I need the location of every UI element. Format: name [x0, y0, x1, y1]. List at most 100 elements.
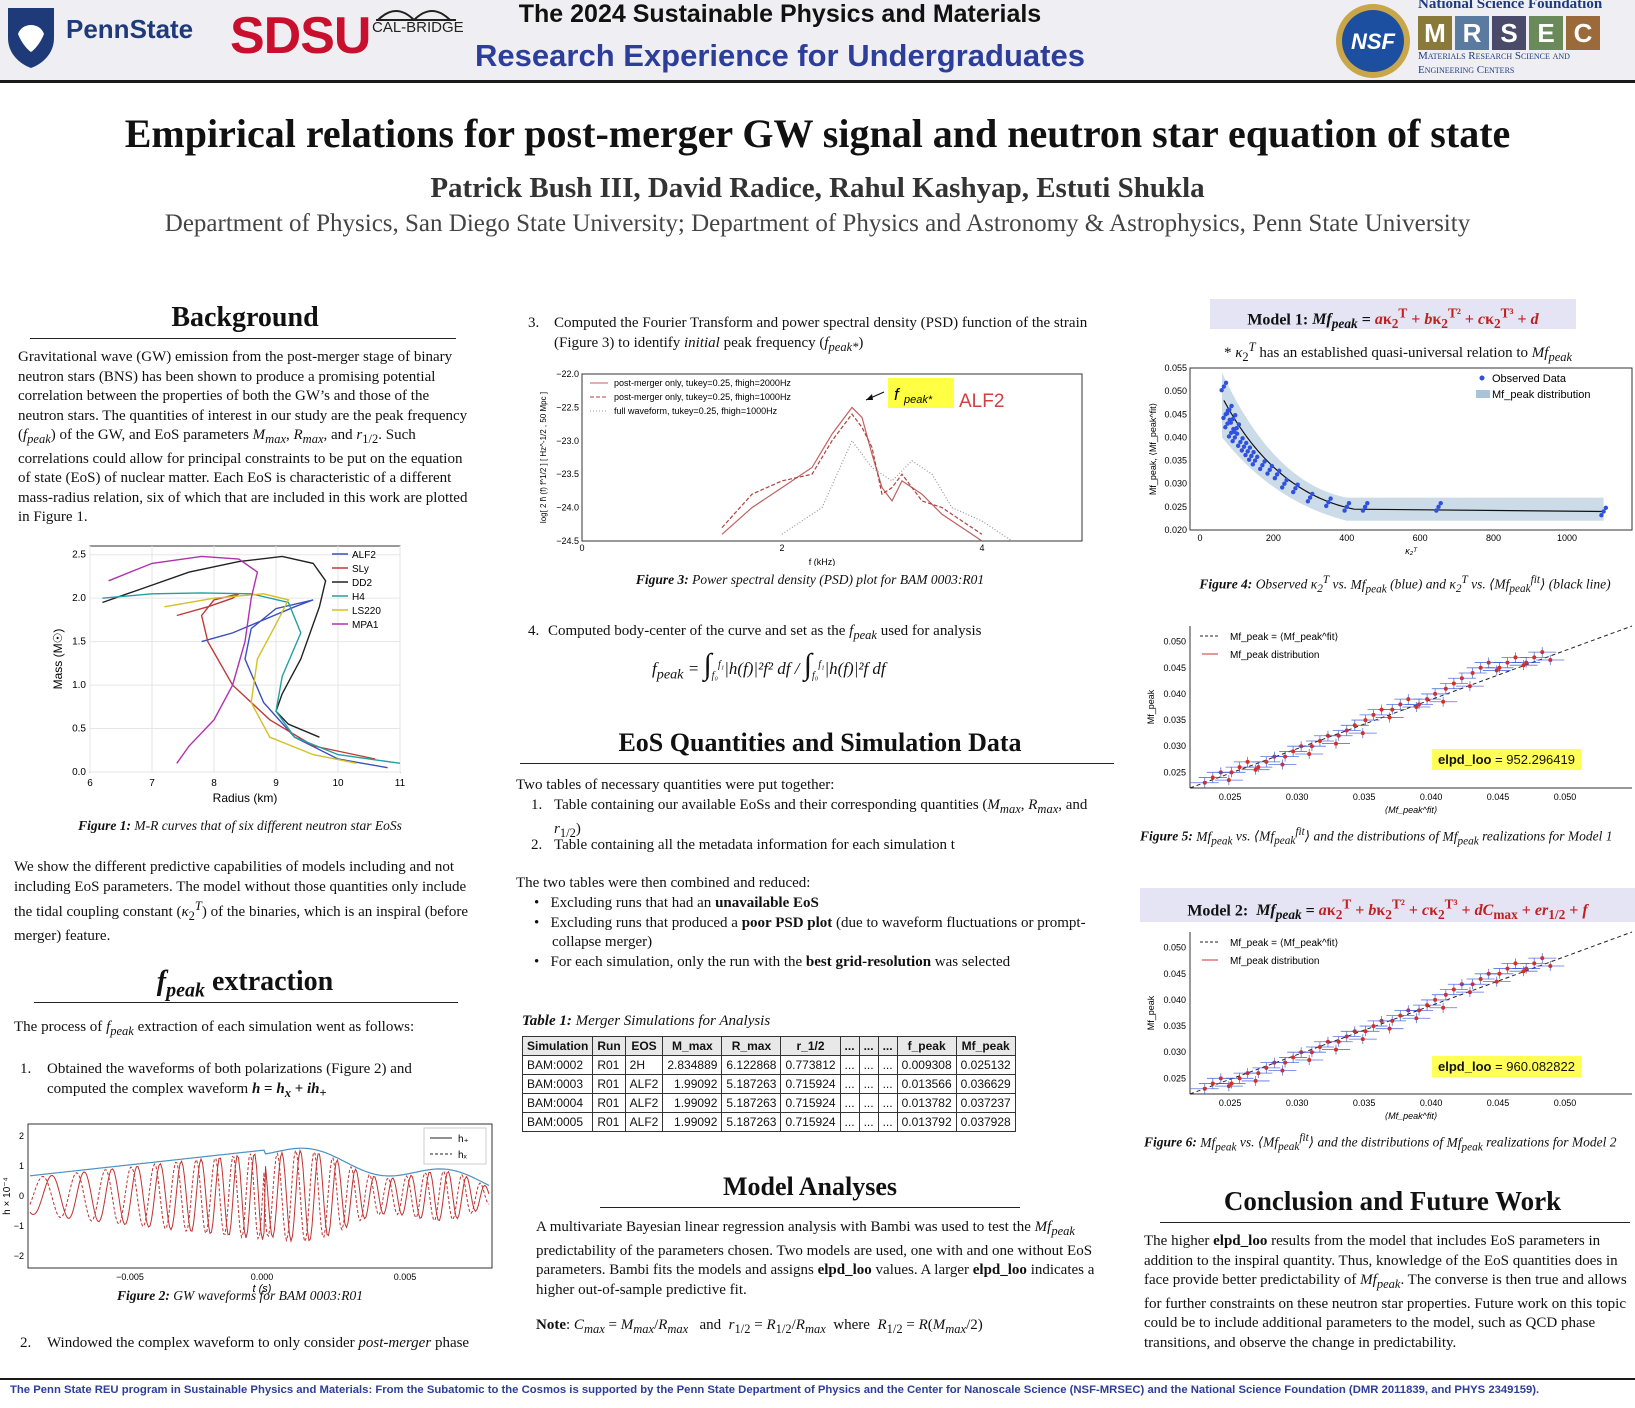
- x-axis-label: ⟨Mf_peak^fit⟩: [1385, 805, 1438, 815]
- data-point: [1284, 477, 1289, 483]
- y-tick-label: 1.0: [72, 680, 86, 691]
- data-point: [1309, 1050, 1314, 1055]
- x-tick-label: 400: [1339, 533, 1354, 543]
- data-point: [1336, 733, 1341, 738]
- legend-label: LS220: [352, 606, 381, 617]
- table-cell: R01: [592, 1112, 626, 1132]
- model-analyses-heading: Model Analyses: [722, 1172, 898, 1201]
- data-point: [1390, 1018, 1395, 1023]
- model2-elpd-badge: elpd_loo = 960.082822: [1432, 1056, 1581, 1077]
- data-point: [1433, 997, 1438, 1002]
- y-tick-label: −23.0: [556, 436, 579, 446]
- data-point: [1363, 1029, 1368, 1034]
- data-point: [1202, 780, 1207, 785]
- data-point: [1264, 759, 1269, 764]
- y-axis-label: h × 10⁻⁴: [2, 1177, 13, 1215]
- table-cell: ALF2: [624, 1093, 664, 1113]
- x-tick-label: 7: [149, 778, 155, 789]
- table-cell: ...: [858, 1112, 879, 1132]
- model1-equation-box: Model 1: Mfpeak = aκ2T + bκ2T² + cκ2T³ +…: [1210, 299, 1576, 332]
- x-tick-label: 0.035: [1353, 1098, 1376, 1108]
- mr-curve-mpa1: [108, 555, 259, 764]
- y-tick-label: 0.040: [1163, 995, 1186, 1005]
- peak-arrowhead: [866, 394, 873, 400]
- data-point: [1232, 435, 1238, 440]
- data-point: [1221, 415, 1226, 421]
- x-tick-label: 4: [979, 543, 984, 553]
- eos-heading: EoS Quantities and Simulation Data: [618, 728, 1022, 757]
- data-point: [1202, 1086, 1207, 1091]
- data-point: [1371, 712, 1376, 717]
- legend-label: full waveform, tukey=0.25, fhigh=1000Hz: [614, 406, 778, 416]
- data-point: [1250, 462, 1256, 467]
- data-point: [1228, 430, 1234, 435]
- mr-curve-ls220: [164, 593, 357, 764]
- figure3-psd-plot: −22.0 −22.5 −23.0 −23.5 −24.0 −24.50 2 4 f (kHz)…: [539, 369, 1083, 566]
- waveform-h-plus: [29, 1148, 490, 1243]
- figure3-caption: Figure 3: Power spectral density (PSD) p…: [635, 572, 985, 587]
- data-point: [1540, 650, 1545, 655]
- table-cell: 1.99092: [662, 1093, 723, 1113]
- data-point: [1218, 1076, 1223, 1081]
- y-axis-label: Mf_peak: [1146, 689, 1156, 724]
- step2-text: Windowed the complex waveform to only co…: [47, 1335, 470, 1351]
- table-row: BAM:0005 R01 ALF2 1.99092 5.187263 0.715924..…: [521, 1112, 1016, 1132]
- data-point: [1470, 671, 1475, 676]
- data-point: [1280, 1068, 1285, 1073]
- table-header-cell: EOS: [624, 1036, 664, 1056]
- data-point: [1228, 420, 1234, 425]
- data-point: [1229, 403, 1234, 409]
- table-cell: 0.773812: [780, 1055, 841, 1075]
- data-point: [1262, 459, 1267, 464]
- table-header-cell: ...: [839, 1036, 860, 1056]
- data-point: [1365, 500, 1370, 506]
- table-cell: ...: [858, 1055, 879, 1075]
- step4-text: Computed body-center of the curve and se…: [548, 623, 982, 642]
- figure6-caption: Figure 6: Mfpeak vs. ⟨Mfpeakfit⟩ and the…: [1144, 1132, 1617, 1154]
- data-point: [1241, 444, 1247, 449]
- y-tick-label: 0.045: [1163, 663, 1186, 673]
- table-header-cell: R_max: [721, 1036, 782, 1056]
- table-cell: 6.122868: [721, 1055, 782, 1075]
- data-point: [1236, 422, 1242, 427]
- table-cell: R01: [592, 1093, 626, 1113]
- legend-label: hₓ: [458, 1150, 468, 1161]
- x-tick-label: 2: [779, 543, 784, 553]
- x-tick-label: 1000: [1557, 533, 1577, 543]
- table-cell: ...: [877, 1074, 898, 1094]
- data-point: [1346, 500, 1352, 506]
- data-point: [1256, 765, 1261, 770]
- x-tick-label: 0.005: [394, 1272, 417, 1282]
- eos-item1: Table containing our available EoSs and …: [554, 797, 1088, 840]
- figure6-model2-scatter: 0.025 0.030 0.035 0.040 0.045 0.050 0.025 0.030…: [1146, 931, 1633, 1121]
- data-point: [1233, 413, 1238, 418]
- data-point: [1467, 684, 1472, 689]
- legend-box: [423, 1127, 487, 1165]
- data-point: [1441, 1005, 1446, 1010]
- table-cell: R01: [592, 1055, 626, 1075]
- data-point: [1513, 961, 1518, 966]
- data-point: [1344, 504, 1349, 510]
- y-tick-label: −24.0: [556, 503, 579, 513]
- sdsu-logo: SDSU: [230, 7, 371, 65]
- data-point: [1324, 503, 1329, 509]
- table-cell: ...: [877, 1055, 898, 1075]
- mrsec-subtitle2: Engineering Centers: [1418, 64, 1515, 76]
- fpeak-star-sub: peak*: [903, 394, 933, 406]
- pennstate-shield-icon: [8, 8, 54, 68]
- data-point: [1246, 457, 1252, 462]
- data-point: [1601, 509, 1606, 514]
- data-point: [1247, 445, 1253, 450]
- data-point: [1267, 467, 1272, 473]
- y-axis-label: Mf_peak: [1146, 995, 1156, 1030]
- mrsec-letter: M: [1418, 16, 1452, 50]
- program-title-line2: Research Experience for Undergraduates: [475, 38, 1085, 73]
- table-cell: ...: [839, 1074, 860, 1094]
- model-analyses-note: Note: Cmax = Mmax/Rmax and r1/2 = R1/2/R…: [536, 1317, 983, 1336]
- data-point: [1521, 969, 1526, 974]
- figure5-model1-scatter: 0.025 0.030 0.035 0.040 0.045 0.050 0.025 0.030…: [1146, 625, 1633, 815]
- table-header-cell: Run: [592, 1036, 626, 1056]
- data-point: [1295, 482, 1300, 487]
- table-row: BAM:0003 R01 ALF2 1.99092 5.187263 0.715924..…: [521, 1074, 1016, 1094]
- x-tick-label: 0.035: [1353, 792, 1376, 802]
